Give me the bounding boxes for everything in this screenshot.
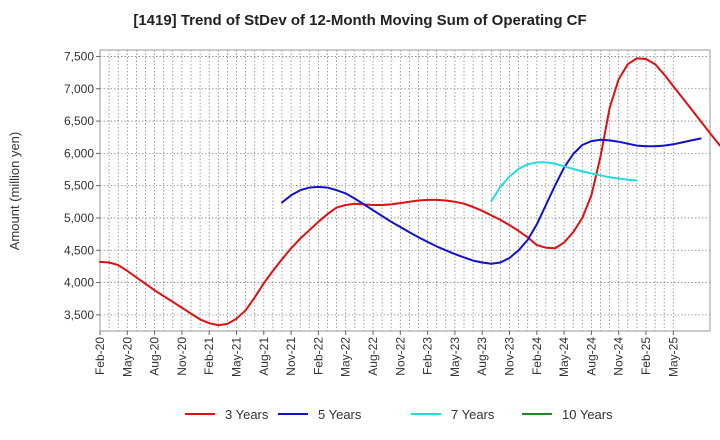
y-tick-label: 5,000	[64, 211, 94, 225]
y-tick-label: 7,000	[64, 82, 94, 96]
series-line-5-years	[281, 137, 702, 265]
x-tick-label: Nov-23	[503, 337, 517, 376]
x-tick-label: Nov-24	[612, 337, 626, 376]
x-tick-label: Nov-21	[284, 337, 298, 376]
x-tick-label: Feb-25	[639, 337, 653, 375]
series-line-3-years	[99, 57, 720, 327]
x-tick-label: Feb-20	[93, 337, 107, 375]
y-tick-label: 4,000	[64, 276, 94, 290]
y-tick-label: 4,500	[64, 243, 94, 257]
x-tick-label: Feb-23	[421, 337, 435, 375]
y-tick-label: 5,500	[64, 179, 94, 193]
legend-label-3-years: 3 Years	[225, 407, 269, 422]
x-tick-label: Feb-22	[311, 337, 325, 375]
x-tick-label: Aug-22	[366, 337, 380, 376]
y-axis-ticks: 3,500 4,000 4,500 5,000 5,500 6,000 6,500 7,000…	[64, 49, 100, 322]
y-axis-label: Amount (million yen)	[7, 132, 22, 251]
x-tick-label: May-21	[230, 337, 244, 377]
x-tick-label: Aug-21	[257, 337, 271, 376]
y-tick-label: 6,000	[64, 146, 94, 160]
x-tick-label: May-22	[339, 337, 353, 377]
x-tick-label: May-24	[557, 337, 571, 377]
y-tick-label: 7,500	[64, 49, 94, 63]
y-tick-label: 6,500	[64, 114, 94, 128]
x-axis-ticks: Feb-20 May-20 Aug-20 Nov-20 Feb-21 May-21 Aug-…	[93, 331, 680, 377]
series-line-7-years	[490, 161, 638, 203]
x-tick-label: Feb-24	[530, 337, 544, 375]
legend-label-10-years: 10 Years	[562, 407, 613, 422]
x-tick-label: Aug-20	[148, 337, 162, 376]
legend: 3 Years 5 Years 7 Years 10 Years	[185, 407, 613, 422]
x-tick-label: Feb-21	[202, 337, 216, 375]
x-tick-label: Nov-20	[175, 337, 189, 376]
series-lines	[99, 57, 720, 327]
x-tick-label: May-25	[666, 337, 680, 377]
chart-title: [1419] Trend of StDev of 12-Month Moving…	[133, 12, 587, 29]
x-tick-label: May-20	[120, 337, 134, 377]
plot-area	[100, 50, 710, 331]
x-tick-label: Aug-24	[584, 337, 598, 376]
x-tick-label: Nov-22	[393, 337, 407, 376]
y-tick-label: 3,500	[64, 308, 94, 322]
x-tick-label: Aug-23	[475, 337, 489, 376]
x-tick-label: May-23	[448, 337, 462, 377]
legend-label-5-years: 5 Years	[318, 407, 362, 422]
legend-label-7-years: 7 Years	[451, 407, 495, 422]
plot-frame	[99, 49, 711, 332]
